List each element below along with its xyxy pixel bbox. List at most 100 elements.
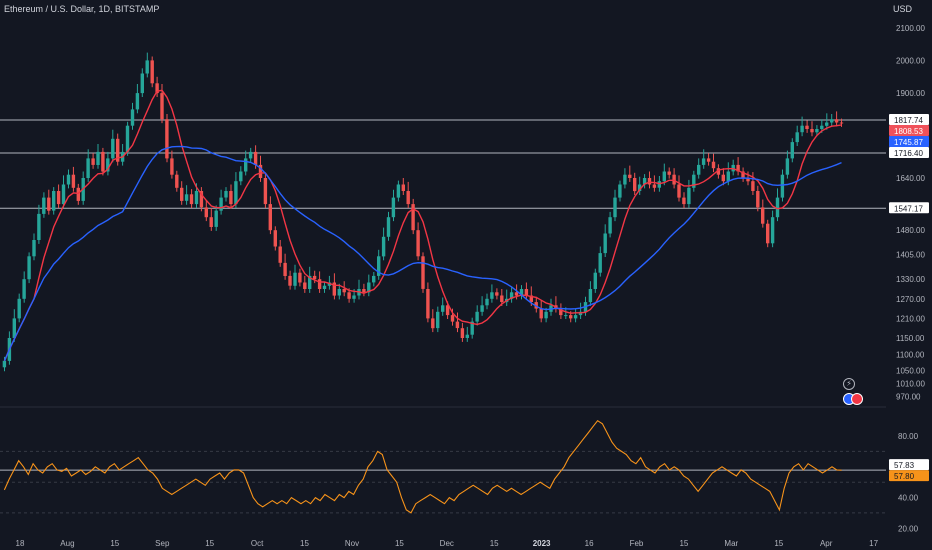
candle-body [706, 158, 711, 162]
candle-body [475, 311, 479, 322]
currency-label: USD [892, 4, 912, 14]
candle-body [391, 197, 396, 218]
time-tick-label: 18 [16, 539, 25, 548]
candle-body [362, 289, 366, 293]
candle-body [96, 151, 100, 165]
candle-body [273, 230, 277, 247]
candle-body [381, 236, 386, 257]
candle-body [76, 187, 80, 201]
price-tag-bg [889, 202, 929, 214]
candle-body [682, 197, 686, 205]
candle-body [239, 171, 243, 182]
candle-body [539, 308, 543, 319]
candle-body [524, 289, 529, 296]
candle-body [66, 174, 71, 185]
price-tick-label: 1150.00 [896, 334, 925, 343]
rsi-tag: 57.83 [894, 461, 915, 470]
price-tick-label: 2100.00 [896, 24, 925, 33]
candle-body [514, 292, 519, 296]
candle-body [2, 360, 7, 368]
price-tick-label: 2000.00 [896, 56, 925, 65]
symbol-title[interactable]: Ethereum / U.S. Dollar, 1D, BITSTAMP [4, 4, 160, 14]
price-tick-label: 1330.00 [896, 275, 925, 284]
candle-body [258, 164, 263, 178]
candle-body [770, 217, 775, 244]
candle-body [189, 194, 194, 205]
lightning-icon[interactable]: ⚡ [843, 378, 855, 390]
time-tick-label: Feb [630, 539, 644, 548]
candle-body [470, 321, 474, 335]
rsi-tick-label: 40.00 [898, 494, 919, 503]
candle-body [91, 158, 95, 165]
candle-body [219, 197, 223, 211]
candle-body [150, 60, 154, 84]
candle-body [815, 129, 819, 133]
candle-body [17, 298, 21, 319]
candle-body [480, 305, 484, 312]
price-tick-label: 1640.00 [896, 174, 925, 183]
candle-body [347, 292, 351, 299]
candle-body [687, 187, 691, 205]
rsi-tag-bg [889, 459, 929, 471]
price-tag: 1716.40 [894, 149, 923, 158]
candle-body [367, 282, 371, 293]
candle-body [741, 171, 745, 178]
candle-body [411, 204, 415, 231]
uk-flag-icon[interactable] [851, 393, 863, 405]
candle-body [633, 178, 637, 192]
time-tick-label: 15 [300, 539, 309, 548]
rsi-series [3, 419, 842, 514]
candle-body [71, 174, 76, 188]
candle-body [253, 151, 258, 165]
time-axis[interactable]: 18 Aug 15 Sep 15 Oct 15 Nov 15 Dec 15 2023 16 Feb 15 Ma… [16, 539, 879, 548]
candle-body [12, 318, 16, 338]
price-tick-label: 1270.00 [896, 295, 925, 304]
candle-body [135, 93, 140, 110]
candle-body [303, 282, 307, 289]
candle-body [701, 158, 706, 165]
candle-body [657, 181, 661, 188]
candle-body [165, 119, 169, 159]
time-tick-label: 2023 [533, 539, 551, 548]
candle-body [746, 178, 750, 182]
candle-body [726, 171, 730, 182]
candle-body [61, 184, 66, 205]
price-tick-label: 1900.00 [896, 89, 925, 98]
candle-body [421, 256, 425, 289]
candle-body [775, 197, 780, 218]
candle-body [278, 246, 282, 263]
candle-body [416, 230, 420, 257]
candle-body [263, 178, 268, 205]
rsi-tag-bg [889, 470, 929, 482]
candle-body [327, 282, 332, 286]
candle-body [692, 174, 696, 188]
candle-body [298, 272, 302, 283]
candle-body [519, 289, 524, 296]
candle-body [170, 158, 174, 175]
candle-body [667, 171, 671, 175]
candle-body [820, 125, 824, 129]
time-tick-label: Nov [345, 539, 359, 548]
moving-averages [3, 89, 842, 362]
time-tick-label: Oct [251, 539, 264, 548]
candle-body [613, 197, 617, 218]
time-tick-label: 15 [205, 539, 214, 548]
candle-body [199, 191, 204, 208]
time-tick-label: Apr [820, 539, 833, 548]
candle-body [647, 178, 652, 185]
candle-body [42, 197, 46, 214]
candle-body [140, 73, 144, 94]
price-axis[interactable]: 2100.00 2000.00 1900.00 1640.00 1480.00 1405.… [896, 24, 925, 402]
price-tick-label: 1050.00 [896, 367, 925, 376]
candle-body [431, 318, 435, 329]
rsi-tick-label: 20.00 [898, 524, 919, 533]
candle-body [116, 138, 120, 162]
time-tick-label: 15 [395, 539, 404, 548]
candle-body [544, 311, 548, 319]
price-tag-bg [889, 125, 929, 136]
candle-body [455, 321, 460, 329]
candle-body [244, 158, 248, 172]
candle-body [86, 158, 90, 178]
candle-body [184, 194, 189, 201]
